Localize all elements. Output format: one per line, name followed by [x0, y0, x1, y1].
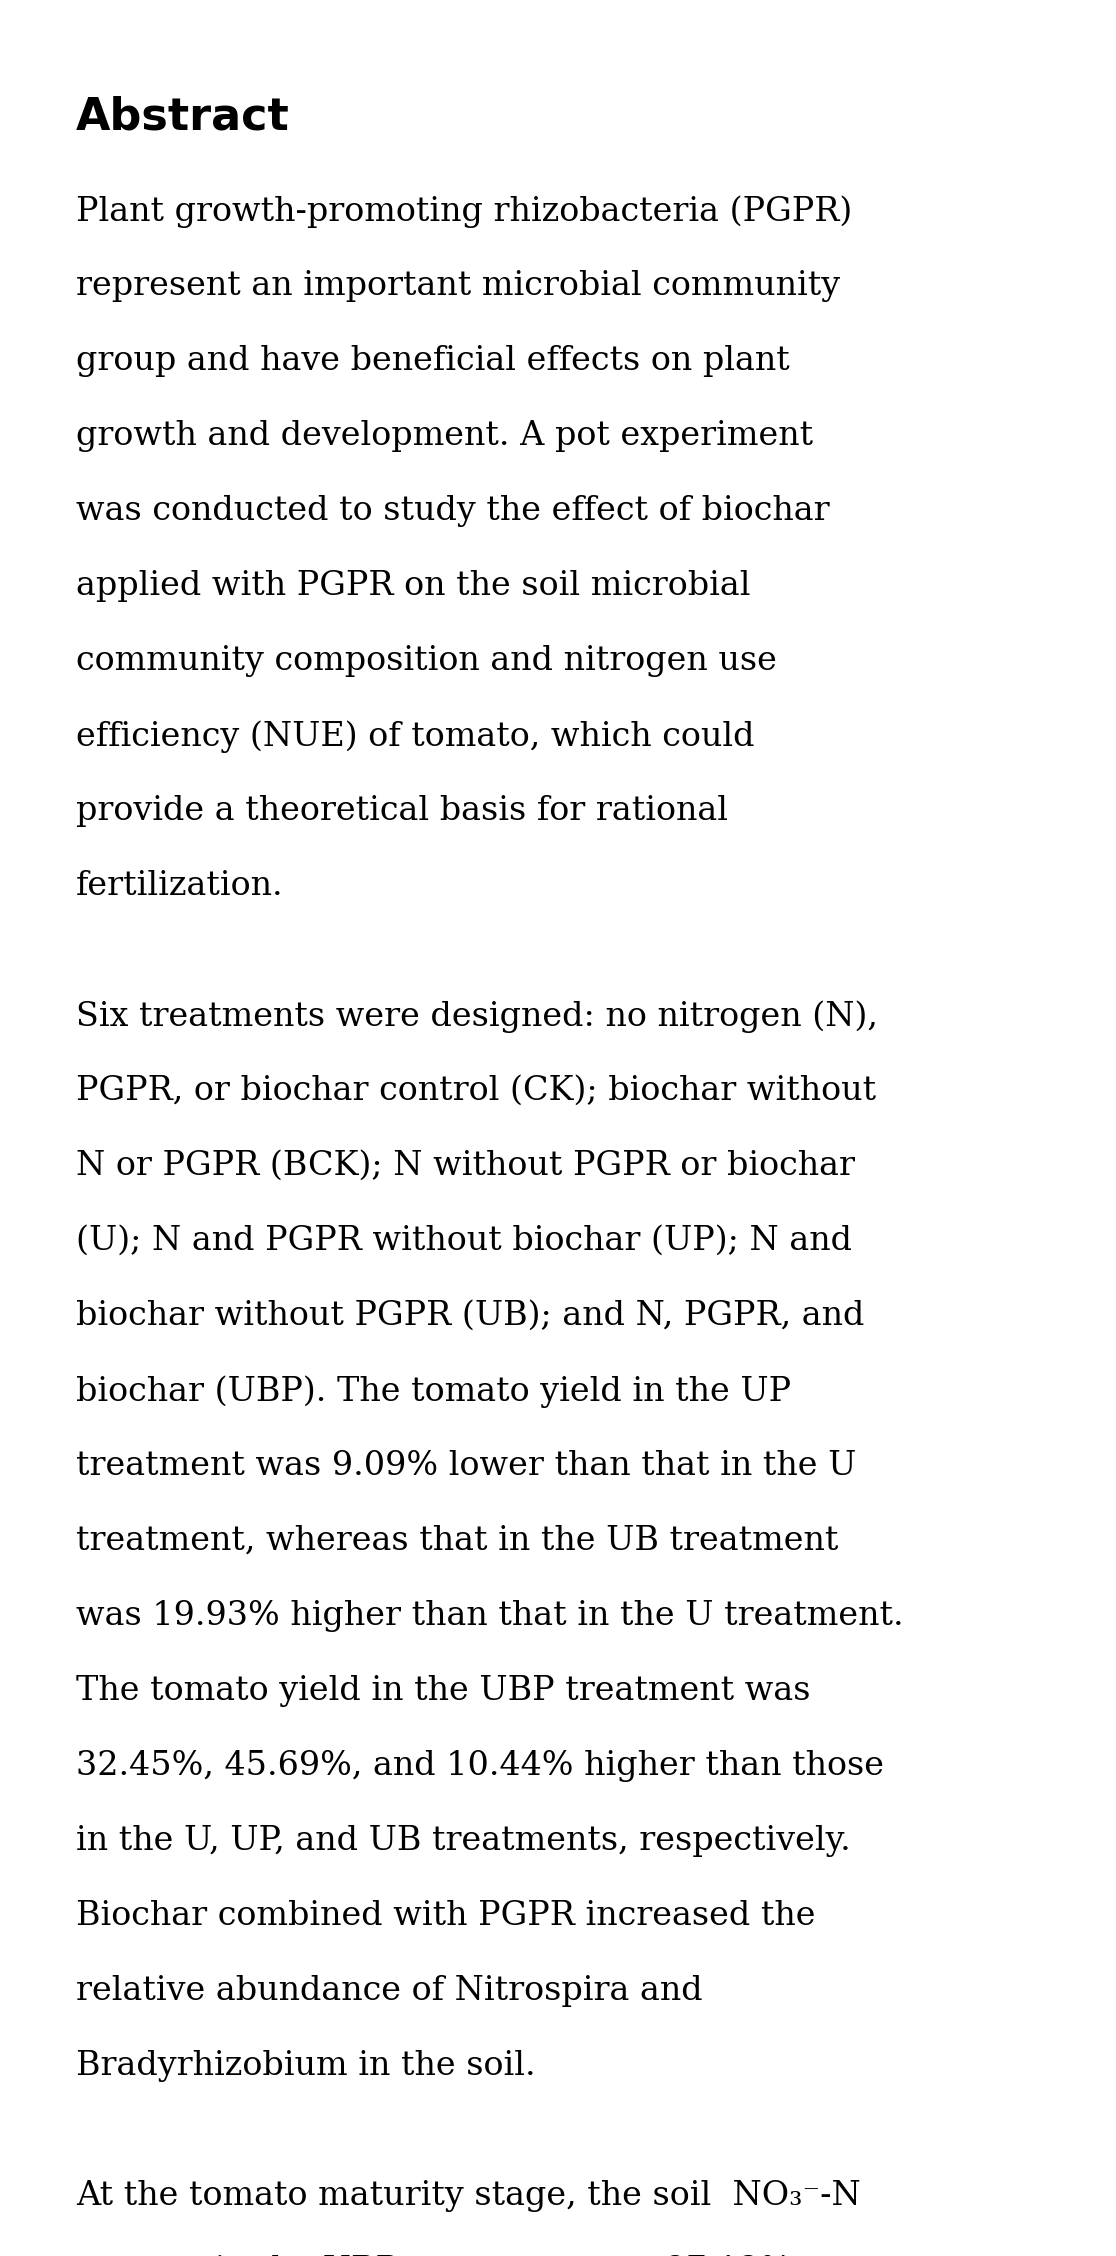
Text: treatment was 9.09% lower than that in the U: treatment was 9.09% lower than that in t… — [76, 1451, 856, 1482]
Text: growth and development. A pot experiment: growth and development. A pot experiment — [76, 420, 814, 451]
Text: biochar without PGPR (UB); and N, PGPR, and: biochar without PGPR (UB); and N, PGPR, … — [76, 1299, 864, 1331]
Text: community composition and nitrogen use: community composition and nitrogen use — [76, 645, 777, 677]
Text: Six treatments were designed: no nitrogen (N),: Six treatments were designed: no nitroge… — [76, 999, 878, 1033]
Text: Biochar combined with PGPR increased the: Biochar combined with PGPR increased the — [76, 1900, 816, 1931]
Text: in the U, UP, and UB treatments, respectively.: in the U, UP, and UB treatments, respect… — [76, 1825, 850, 1857]
Text: provide a theoretical basis for rational: provide a theoretical basis for rational — [76, 794, 728, 828]
Text: The tomato yield in the UBP treatment was: The tomato yield in the UBP treatment wa… — [76, 1674, 810, 1708]
Text: biochar (UBP). The tomato yield in the UP: biochar (UBP). The tomato yield in the U… — [76, 1374, 791, 1408]
Text: treatment, whereas that in the UB treatment: treatment, whereas that in the UB treatm… — [76, 1525, 838, 1557]
Text: (U); N and PGPR without biochar (UP); N and: (U); N and PGPR without biochar (UP); N … — [76, 1225, 852, 1257]
Text: 32.45%, 45.69%, and 10.44% higher than those: 32.45%, 45.69%, and 10.44% higher than t… — [76, 1751, 884, 1782]
Text: was conducted to study the effect of biochar: was conducted to study the effect of bio… — [76, 494, 829, 528]
Text: PGPR, or biochar control (CK); biochar without: PGPR, or biochar control (CK); biochar w… — [76, 1076, 876, 1108]
Text: relative abundance of Nitrospira and: relative abundance of Nitrospira and — [76, 1974, 702, 2008]
Text: N or PGPR (BCK); N without PGPR or biochar: N or PGPR (BCK); N without PGPR or bioch… — [76, 1151, 855, 1182]
Text: Plant growth-promoting rhizobacteria (PGPR): Plant growth-promoting rhizobacteria (PG… — [76, 194, 853, 228]
Text: fertilization.: fertilization. — [76, 871, 283, 902]
Text: efficiency (NUE) of tomato, which could: efficiency (NUE) of tomato, which could — [76, 720, 754, 754]
Text: Abstract: Abstract — [76, 95, 290, 138]
Text: applied with PGPR on the soil microbial: applied with PGPR on the soil microbial — [76, 571, 750, 602]
Text: group and have beneficial effects on plant: group and have beneficial effects on pla… — [76, 345, 790, 377]
Text: was 19.93% higher than that in the U treatment.: was 19.93% higher than that in the U tre… — [76, 1600, 904, 1631]
Text: At the tomato maturity stage, the soil  NO₃⁻-N: At the tomato maturity stage, the soil N… — [76, 2179, 860, 2211]
Text: represent an important microbial community: represent an important microbial communi… — [76, 271, 840, 302]
Text: Bradyrhizobium in the soil.: Bradyrhizobium in the soil. — [76, 2051, 536, 2082]
